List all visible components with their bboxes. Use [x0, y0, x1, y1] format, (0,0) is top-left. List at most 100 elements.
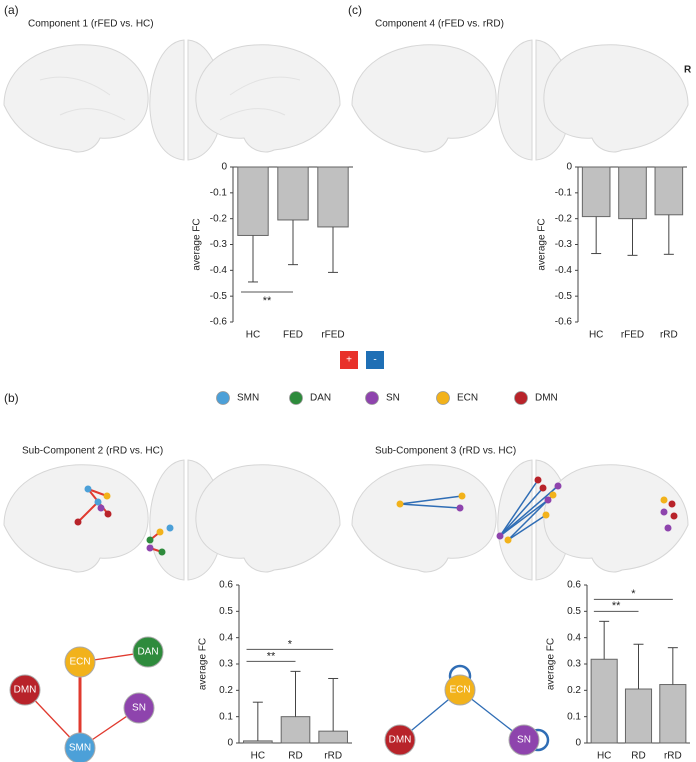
legend-label: ECN — [457, 393, 478, 404]
y-axis-label: average FC — [546, 638, 557, 690]
bar — [618, 166, 647, 220]
y-axis-label: average FC — [192, 218, 203, 270]
y-axis-label: average FC — [537, 218, 548, 270]
bar — [659, 684, 687, 744]
y-tick-label: -0.1 — [555, 187, 573, 198]
y-tick-label: -0.5 — [555, 291, 573, 302]
legend-marker — [289, 391, 303, 405]
brain-row — [351, 39, 689, 161]
panel-title: Component 4 (rFED vs. rRD) — [375, 19, 504, 30]
bar — [243, 740, 273, 744]
y-tick-label: 0.2 — [567, 685, 581, 696]
x-tick-label: HC — [246, 330, 260, 341]
significance-label: * — [288, 638, 293, 650]
network-node — [64, 732, 96, 762]
y-tick-label: 0.3 — [219, 659, 233, 670]
y-tick-label: 0 — [221, 162, 227, 173]
y-tick-label: -0.2 — [555, 213, 573, 224]
y-tick-label: 0.4 — [567, 632, 581, 643]
x-tick-label: RD — [288, 751, 302, 762]
network-node-label: DMN — [389, 735, 412, 746]
x-tick-label: FED — [283, 330, 303, 341]
y-tick-label: 0 — [575, 738, 581, 749]
network-node — [384, 724, 416, 756]
significance-label: * — [631, 588, 636, 600]
x-tick-label: rFED — [621, 330, 644, 341]
bar — [581, 166, 611, 218]
network-node-label: DAN — [137, 647, 158, 658]
network-node-label: SN — [132, 703, 146, 714]
panel-title: Sub-Component 2 (rRD vs. HC) — [22, 446, 163, 457]
network-node — [64, 646, 96, 678]
legend-marker — [436, 391, 450, 405]
y-tick-label: -0.2 — [210, 213, 228, 224]
bar — [317, 166, 349, 228]
significance-label: ** — [267, 650, 276, 662]
y-tick-label: -0.5 — [210, 291, 228, 302]
bar — [654, 166, 684, 216]
y-tick-label: 0.2 — [219, 685, 233, 696]
panel-title: Component 1 (rFED vs. HC) — [28, 19, 154, 30]
x-tick-label: RD — [631, 751, 645, 762]
x-tick-label: rFED — [321, 330, 344, 341]
bar — [280, 716, 311, 744]
y-tick-label: 0.6 — [567, 580, 581, 591]
y-tick-label: 0.5 — [567, 606, 581, 617]
y-tick-label: -0.1 — [210, 187, 228, 198]
legend-label: SMN — [237, 393, 259, 404]
sign-swatch — [366, 351, 384, 369]
brain-row — [3, 39, 341, 161]
y-tick-label: 0.5 — [219, 606, 233, 617]
legend-marker — [365, 391, 379, 405]
y-tick-label: -0.4 — [210, 265, 228, 276]
significance-label: ** — [612, 600, 621, 612]
panel-title: Sub-Component 3 (rRD vs. HC) — [375, 446, 516, 457]
significance-label: ** — [263, 295, 272, 307]
panel-label: (a) — [4, 3, 19, 17]
network-node — [444, 674, 476, 706]
legend-label: DMN — [535, 393, 558, 404]
hemisphere-label: R — [684, 65, 692, 76]
x-tick-label: HC — [251, 751, 265, 762]
network-node-label: ECN — [449, 685, 470, 696]
x-tick-label: rRD — [324, 751, 342, 762]
network-node-label: SMN — [69, 743, 91, 754]
legend-marker — [216, 391, 230, 405]
network-node — [508, 724, 540, 756]
bar — [318, 730, 348, 744]
x-tick-label: rRD — [660, 330, 678, 341]
legend-label: SN — [386, 393, 400, 404]
bar — [277, 166, 309, 221]
network-node-label: ECN — [69, 657, 90, 668]
y-tick-label: -0.3 — [210, 239, 228, 250]
network-node-label: SN — [517, 735, 531, 746]
y-tick-label: 0.4 — [219, 632, 233, 643]
y-tick-label: 0.6 — [219, 580, 233, 591]
sign-label: - — [373, 355, 376, 366]
sign-swatch — [340, 351, 358, 369]
brain-row — [3, 459, 341, 581]
x-tick-label: rRD — [664, 751, 682, 762]
brain-row — [351, 459, 689, 581]
legend-label: DAN — [310, 393, 331, 404]
bar — [237, 166, 269, 236]
sign-label: + — [346, 355, 352, 366]
y-tick-label: 0 — [227, 738, 233, 749]
y-tick-label: -0.6 — [210, 317, 228, 328]
panel-label: (c) — [348, 3, 362, 17]
network-node — [123, 692, 155, 724]
y-tick-label: -0.6 — [555, 317, 573, 328]
y-axis-label: average FC — [198, 638, 209, 690]
network-node-label: DMN — [14, 685, 37, 696]
y-tick-label: 0.3 — [567, 659, 581, 670]
y-tick-label: 0.1 — [567, 711, 581, 722]
x-tick-label: HC — [589, 330, 603, 341]
network-node — [9, 674, 41, 706]
x-tick-label: HC — [597, 751, 611, 762]
y-tick-label: -0.4 — [555, 265, 573, 276]
y-tick-label: 0.1 — [219, 711, 233, 722]
brains — [3, 39, 689, 581]
panel-label: (b) — [4, 391, 19, 405]
bar — [624, 688, 653, 744]
